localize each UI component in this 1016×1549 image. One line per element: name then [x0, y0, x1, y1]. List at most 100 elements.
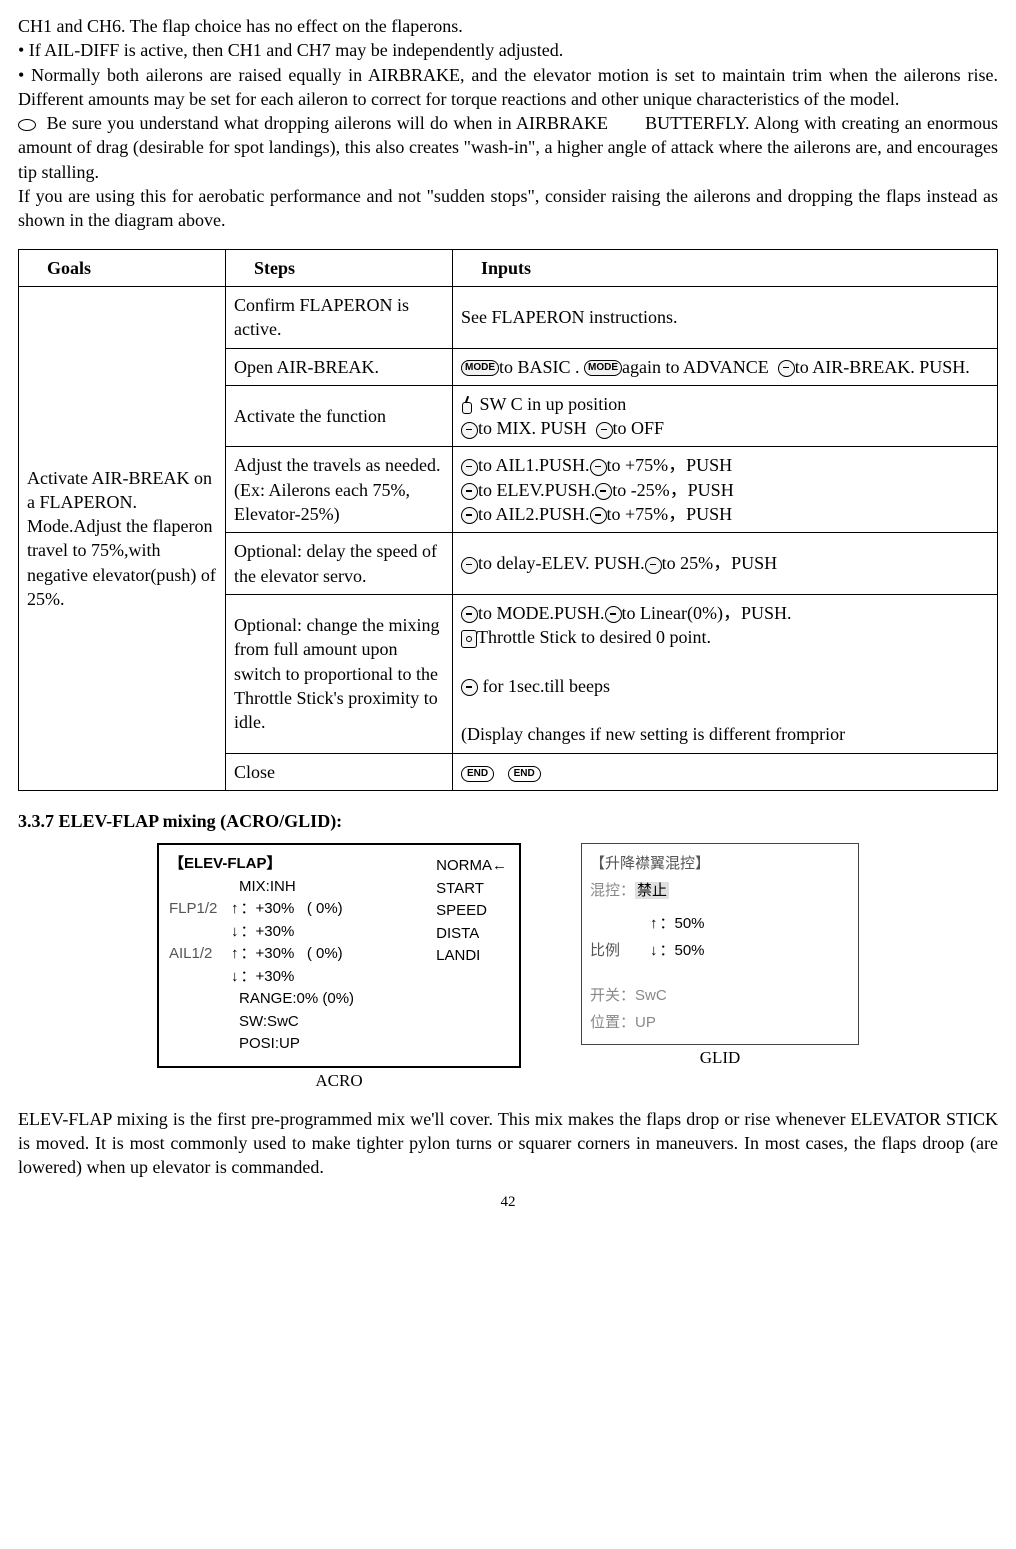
step-4: Adjust the travels as needed. (Ex: Ailer…: [226, 447, 453, 533]
acro-mix: MIX:INH: [239, 876, 296, 899]
r6d: (Display changes if new setting is diffe…: [461, 724, 845, 744]
input-1: See FLAPERON instructions.: [453, 286, 998, 348]
glid-caption: GLID: [581, 1047, 859, 1070]
acro-range: RANGE:0% (0%): [239, 988, 354, 1011]
acro-d30b: ：+30%: [241, 968, 295, 985]
th-goals: Goals: [19, 249, 226, 286]
down-arrow-icon: [231, 923, 241, 940]
intro-4a: Be sure you understand what dropping ail…: [47, 113, 608, 133]
r3i2: to MIX. PUSH: [478, 418, 587, 438]
r5a: to delay-ELEV. PUSH.: [478, 553, 645, 573]
input-5: to delay-ELEV. PUSH. to 25%，PUSH: [453, 533, 998, 595]
acro-screen: NORMA← START SPEED DISTA LANDI 【ELEV-FLA…: [157, 843, 521, 1068]
step-7: Close: [226, 753, 453, 790]
intro-line-1: CH1 and CH6. The flap choice has no effe…: [18, 14, 998, 38]
down-arrow-icon: [650, 942, 660, 959]
r4b: to ELEV.PUSH.: [478, 480, 595, 500]
r6a: to MODE.PUSH.: [478, 603, 605, 623]
dial-icon: [461, 483, 478, 500]
r2i2: again to ADVANCE: [622, 357, 769, 377]
intro-line-5: If you are using this for aerobatic perf…: [18, 184, 998, 233]
glid-mixl: 混控：: [590, 882, 635, 899]
input-4: to AIL1.PUSH. to +75%，PUSH to ELEV.PUSH. t…: [453, 447, 998, 533]
glid-sw: 开关：SwC: [590, 982, 850, 1009]
intro-line-4: Be sure you understand what dropping ail…: [18, 111, 998, 184]
procedure-table: Goals Steps Inputs Activate AIR-BREAK on…: [18, 249, 998, 791]
r6b: Throttle Stick to desired 0 point.: [477, 627, 711, 647]
r6a2: to Linear(0%)，PUSH.: [622, 603, 792, 623]
dial-icon: [461, 606, 478, 623]
up-arrow-icon: [650, 915, 660, 932]
dial-icon: [605, 606, 622, 623]
goal-cell: Activate AIR-BREAK on a FLAPERON. Mode.A…: [19, 286, 226, 790]
acro-r0: NORMA←: [436, 855, 507, 878]
glid-u50: ：50%: [660, 915, 705, 932]
acro-flp: FLP1/2: [169, 898, 231, 921]
glid-title: 【升降襟翼混控】: [590, 850, 850, 877]
intro-line-2: • If AIL-DIFF is active, then CH1 and CH…: [18, 38, 998, 62]
dial-icon: [461, 679, 478, 696]
acro-right-col: NORMA← START SPEED DISTA LANDI: [436, 855, 507, 968]
r3i3: to OFF: [613, 418, 665, 438]
down-arrow-icon: [231, 968, 241, 985]
acro-r4: LANDI: [436, 945, 507, 968]
glid-pos: 位置：UP: [590, 1009, 850, 1036]
acro-r2: SPEED: [436, 900, 507, 923]
r4c: to AIL2.PUSH.: [478, 504, 590, 524]
r4c2: to +75%，PUSH: [607, 504, 733, 524]
glid-ratio: 比例: [590, 937, 640, 964]
dial-icon: [461, 507, 478, 524]
step-5: Optional: delay the speed of the elevato…: [226, 533, 453, 595]
acro-p0b: ( 0%): [307, 943, 343, 966]
end-icon: END: [508, 766, 541, 782]
r5a2: to 25%，PUSH: [662, 553, 778, 573]
step-3: Activate the function: [226, 385, 453, 447]
acro-r1: START: [436, 878, 507, 901]
bottom-para: ELEV-FLAP mixing is the first pre-progra…: [18, 1107, 998, 1180]
acro-sw: SW:SwC: [239, 1011, 299, 1034]
mode-icon: MODE: [584, 360, 622, 376]
th-inputs: Inputs: [453, 249, 998, 286]
r2i1: to BASIC .: [499, 357, 580, 377]
glid-d50: ：50%: [660, 942, 705, 959]
dial-icon: [778, 360, 795, 377]
acro-p0a: ( 0%): [307, 898, 343, 921]
glid-screen: 【升降襟翼混控】 混控：禁止 ：50% 比例 ：50% 开关：SwC 位置：UP: [581, 843, 859, 1045]
step-6: Optional: change the mixing from full am…: [226, 594, 453, 753]
acro-u30b: ：+30%: [241, 945, 295, 962]
r4b2: to -25%，PUSH: [612, 480, 734, 500]
switch-icon: [461, 398, 475, 414]
input-6: to MODE.PUSH. to Linear(0%)，PUSH. Throttl…: [453, 594, 998, 753]
screen-row: NORMA← START SPEED DISTA LANDI 【ELEV-FLA…: [18, 843, 998, 1092]
r2i3: to AIR-BREAK. PUSH.: [795, 357, 970, 377]
r4a2: to +75%，PUSH: [607, 455, 733, 475]
r4a: to AIL1.PUSH.: [478, 455, 590, 475]
acro-r3: DISTA: [436, 923, 507, 946]
input-7: END END: [453, 753, 998, 790]
eye-icon: [18, 119, 36, 131]
dial-icon: [461, 557, 478, 574]
r6c: for 1sec.till beeps: [483, 676, 610, 696]
dial-icon: [595, 483, 612, 500]
dial-icon: [596, 422, 613, 439]
glid-mixv: 禁止: [635, 882, 669, 899]
up-arrow-icon: [231, 945, 241, 962]
acro-d30: ：+30%: [241, 923, 295, 940]
acro-caption: ACRO: [157, 1070, 521, 1093]
step-2: Open AIR-BREAK.: [226, 348, 453, 385]
input-2: MODEto BASIC . MODEagain to ADVANCE to A…: [453, 348, 998, 385]
end-icon: END: [461, 766, 494, 782]
dial-icon: [590, 507, 607, 524]
acro-posi: POSI:UP: [239, 1033, 300, 1056]
acro-u30: ：+30%: [241, 900, 295, 917]
stick-icon: [461, 630, 477, 648]
dial-icon: [590, 459, 607, 476]
dial-icon: [461, 422, 478, 439]
page-number: 42: [18, 1192, 998, 1212]
acro-ail: AIL1/2: [169, 943, 231, 966]
step-1: Confirm FLAPERON is active.: [226, 286, 453, 348]
dial-icon: [645, 557, 662, 574]
input-3: SW C in up position to MIX. PUSH to OFF: [453, 385, 998, 447]
dial-icon: [461, 459, 478, 476]
r3i1: SW C in up position: [475, 394, 626, 414]
